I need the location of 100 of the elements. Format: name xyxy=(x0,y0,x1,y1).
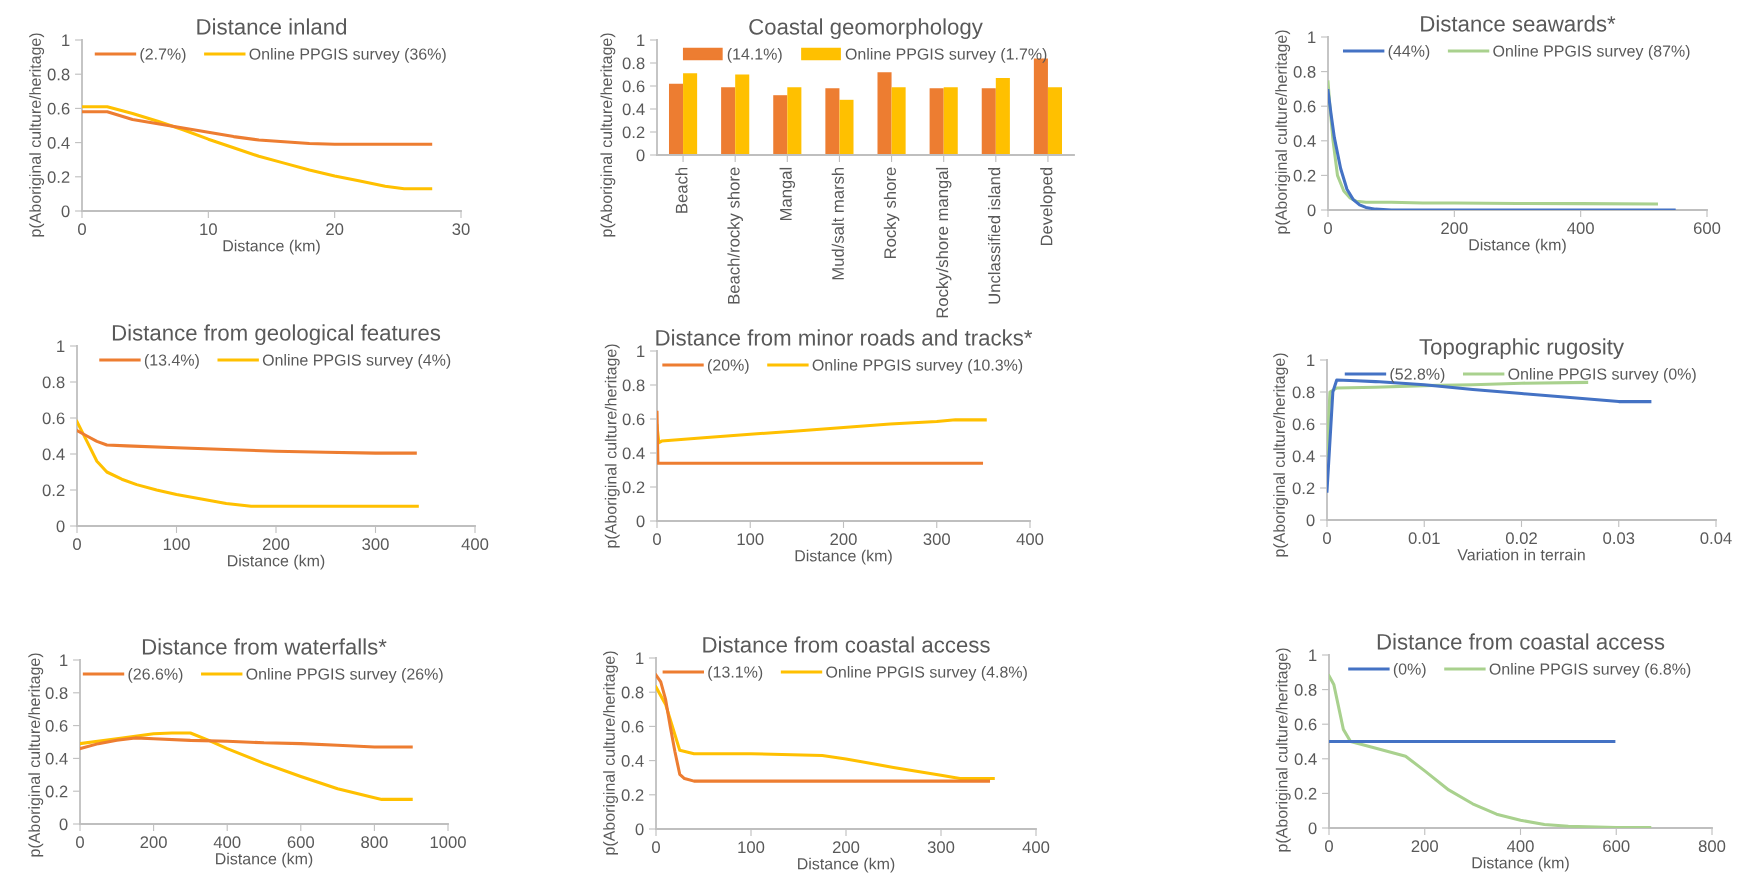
x-axis-title: Distance (km) xyxy=(223,239,320,255)
x-tick-label: 200 xyxy=(830,533,857,546)
y-tick-label: 1 xyxy=(57,340,65,353)
y-tick-label: 0 xyxy=(56,520,65,533)
x-tick-label: 30 xyxy=(452,223,470,236)
line-series xyxy=(82,105,433,191)
x-tick-label: 400 xyxy=(461,538,489,551)
y-tick-label: 0.2 xyxy=(42,484,65,497)
y-tick-label: 0.4 xyxy=(47,137,70,149)
y-tick-label: 0.8 xyxy=(1292,386,1315,399)
y-tick-label: 0.2 xyxy=(621,789,644,801)
y-tick-label: 0.4 xyxy=(45,752,68,765)
legend-label: (44%) xyxy=(1388,44,1430,60)
x-tick-label: 300 xyxy=(362,538,389,551)
y-tick-label: 0.2 xyxy=(1294,787,1317,800)
y-tick-label: 1 xyxy=(62,34,70,47)
x-axis-title: Distance (km) xyxy=(1472,856,1569,872)
x-tick-label: 0 xyxy=(653,533,661,546)
x-tick-label: 20 xyxy=(326,223,344,236)
legend-label: (2.7%) xyxy=(140,47,186,63)
y-tick-label: 0 xyxy=(635,823,644,836)
y-tick-label: 0 xyxy=(636,515,645,528)
bar xyxy=(839,99,854,155)
bar xyxy=(683,73,698,155)
x-tick-label: 0 xyxy=(76,836,84,849)
line-series xyxy=(80,736,413,751)
x-tick-label: Beach/rocky shore xyxy=(727,167,743,304)
legend-label: Online PPGIS survey (0%) xyxy=(1508,367,1696,383)
legend-label: (26.6%) xyxy=(128,667,183,683)
x-axis-title: Variation in terrain xyxy=(1457,548,1585,561)
x-tick-label: 10 xyxy=(200,223,217,236)
x-tick-label: 200 xyxy=(140,836,167,849)
x-tick-label: 400 xyxy=(213,836,241,849)
legend-label: (14.1%) xyxy=(727,47,782,63)
x-tick-label: 600 xyxy=(287,836,315,849)
chart-title: Distance from geological features xyxy=(112,324,441,346)
y-axis-title: p(Aboriginal culture/heritage) xyxy=(600,33,616,237)
y-tick-label: 1 xyxy=(637,345,645,358)
y-tick-label: 0.6 xyxy=(1293,100,1316,113)
y-tick-label: 0.4 xyxy=(1292,450,1315,463)
x-tick-label: 200 xyxy=(832,841,860,854)
y-tick-label: 1 xyxy=(1308,31,1316,44)
x-axis-title: Distance (km) xyxy=(798,857,895,873)
y-tick-label: 0 xyxy=(636,149,645,162)
bar xyxy=(877,72,892,155)
x-tick-label: 400 xyxy=(1016,533,1044,546)
y-tick-label: 0.8 xyxy=(1293,66,1316,78)
chart-title: Topographic rugosity xyxy=(1419,338,1624,360)
bar xyxy=(995,77,1010,155)
line-series xyxy=(77,429,417,455)
x-tick-label: 0 xyxy=(1324,222,1332,235)
x-tick-label: 0.02 xyxy=(1505,532,1537,545)
legend-label: (52.8%) xyxy=(1390,367,1445,383)
y-tick-label: 1 xyxy=(636,652,644,665)
x-tick-label: Developed xyxy=(1040,167,1056,246)
y-tick-label: 1 xyxy=(60,654,68,667)
y-tick-label: 1 xyxy=(1309,649,1317,662)
y-tick-label: 0 xyxy=(1308,822,1317,835)
y-axis-title: p(Aboriginal culture/heritage) xyxy=(28,653,44,857)
y-tick-label: 0.2 xyxy=(622,126,645,139)
line-series xyxy=(657,418,987,445)
x-tick-label: Rocky/shore mangal xyxy=(935,167,952,318)
y-tick-label: 0 xyxy=(1306,514,1315,527)
x-tick-label: Mud/salt marsh xyxy=(831,167,844,280)
x-tick-label: 800 xyxy=(361,836,388,849)
y-tick-label: 0.6 xyxy=(47,102,70,115)
bar xyxy=(943,87,958,155)
legend-label: (20%) xyxy=(707,358,749,374)
x-tick-label: 600 xyxy=(1603,840,1630,853)
bar xyxy=(735,74,750,155)
chart-title: Distance inland xyxy=(197,18,347,35)
y-axis-title: p(Aboriginal culture/heritage) xyxy=(603,651,618,855)
y-tick-label: 0.4 xyxy=(622,447,645,460)
x-tick-label: 0 xyxy=(78,223,86,236)
x-tick-label: 0 xyxy=(1325,840,1333,853)
y-axis-title: p(Aboriginal culture/heritage) xyxy=(29,33,45,237)
legend-label: (0%) xyxy=(1393,662,1426,678)
legend-label: Online PPGIS survey (4.8%) xyxy=(826,665,1027,681)
y-tick-label: 0.4 xyxy=(621,755,644,767)
legend-label: Online PPGIS survey (26%) xyxy=(246,667,443,683)
y-tick-label: 0.6 xyxy=(622,80,645,93)
bar xyxy=(929,88,944,155)
y-tick-label: 0.8 xyxy=(45,687,68,699)
x-tick-label: Unclassified island xyxy=(988,167,1001,304)
legend-label: Online PPGIS survey (10.3%) xyxy=(812,358,1023,374)
bar xyxy=(981,88,996,155)
y-axis-title: p(Aboriginal culture/heritage) xyxy=(604,344,620,548)
y-tick-label: 0.6 xyxy=(1294,718,1317,731)
x-tick-label: 0.03 xyxy=(1603,532,1635,545)
y-tick-label: 0.4 xyxy=(1294,753,1317,765)
y-tick-label: 0.6 xyxy=(622,413,645,426)
y-tick-label: 0.8 xyxy=(621,686,644,699)
y-tick-label: 0.2 xyxy=(1292,482,1315,495)
legend-label: (13.4%) xyxy=(144,353,199,369)
x-axis-title: Distance (km) xyxy=(1469,238,1566,254)
legend-label: Online PPGIS survey (87%) xyxy=(1493,44,1690,60)
x-tick-label: 100 xyxy=(737,533,764,546)
line-series xyxy=(77,420,419,508)
y-axis-title: p(Aboriginal culture/heritage) xyxy=(1273,353,1289,557)
legend-label: Online PPGIS survey (36%) xyxy=(249,47,446,63)
